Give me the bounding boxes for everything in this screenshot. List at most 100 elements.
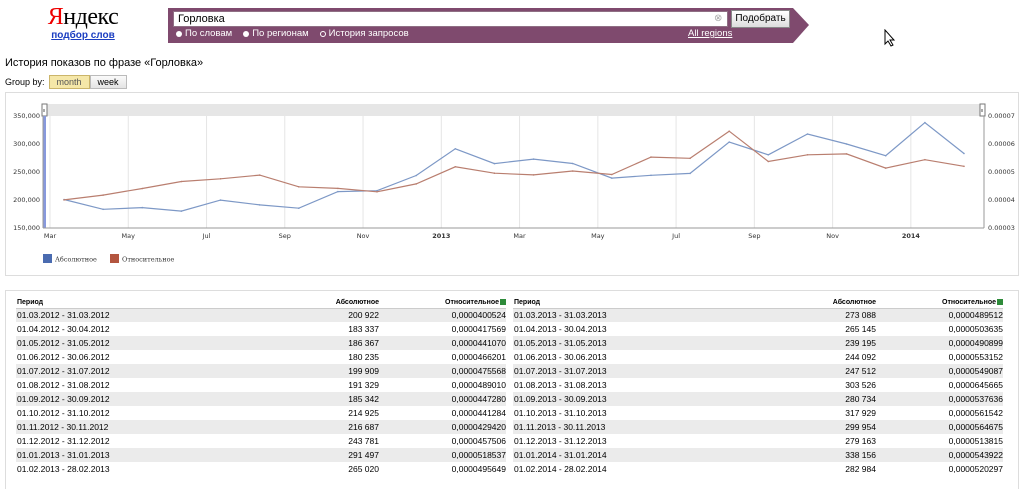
data-point xyxy=(963,152,965,155)
table-row: 01.10.2013 - 31.10.2013 317 929 0,00005615… xyxy=(513,406,1003,420)
cell-period: 01.06.2012 - 30.06.2012 xyxy=(17,352,110,362)
radio-dot-icon xyxy=(176,30,182,37)
data-point xyxy=(611,173,613,176)
col-absolute: Абсолютное xyxy=(261,297,379,309)
data-point xyxy=(219,199,222,201)
excel-export-icon[interactable] xyxy=(500,298,506,305)
group-week-button[interactable]: week xyxy=(89,75,127,89)
table-row: 01.06.2013 - 30.06.2013 244 092 0,00005531… xyxy=(513,350,1003,364)
col-relative-label: Относительное xyxy=(445,298,499,306)
excel-export-icon[interactable] xyxy=(997,298,1003,305)
yandex-logo[interactable]: Яндекс подбор слов xyxy=(38,4,128,41)
table-row: 01.02.2014 - 28.02.2014 282 984 0,00005202… xyxy=(513,462,1003,476)
cell-absolute: 265 145 xyxy=(845,324,876,334)
data-point xyxy=(337,190,339,193)
radio-label: По регионам xyxy=(252,28,309,39)
cell-absolute: 244 092 xyxy=(845,352,876,362)
x-tick-label: May xyxy=(591,232,605,240)
data-point xyxy=(180,180,183,183)
radio-by-words[interactable]: По словам xyxy=(176,28,232,39)
cell-period: 01.10.2012 - 31.10.2012 xyxy=(17,408,110,418)
data-point xyxy=(532,174,535,176)
radio-query-history[interactable]: История запросов xyxy=(319,28,409,39)
data-point xyxy=(845,153,848,155)
history-table-right: Период Абсолютное Относительное 01.03.20… xyxy=(513,297,1003,476)
cell-period: 01.12.2012 - 31.12.2012 xyxy=(17,436,110,446)
radio-by-regions[interactable]: По регионам xyxy=(243,28,309,39)
cell-period: 01.12.2013 - 31.12.2013 xyxy=(514,436,607,446)
group-month-button[interactable]: month xyxy=(48,75,90,89)
data-point xyxy=(258,174,261,176)
y-right-tick-label: 0.00004 xyxy=(988,196,1015,204)
logo-brand-first-letter: Я xyxy=(47,4,64,30)
cell-period: 01.11.2013 - 30.11.2013 xyxy=(513,420,758,434)
data-point xyxy=(493,172,496,174)
data-point xyxy=(493,162,496,165)
cell-absolute: 243 781 xyxy=(348,436,379,446)
cell-absolute: 216 687 xyxy=(261,420,379,434)
legend-swatch xyxy=(110,254,119,263)
cell-absolute: 280 734 xyxy=(758,392,876,406)
radio-label: По словам xyxy=(185,28,233,39)
table-row: 01.07.2012 - 31.07.2012 199 909 0,00004755… xyxy=(16,364,506,378)
cell-absolute: 185 342 xyxy=(261,392,379,406)
data-point xyxy=(415,183,418,185)
cell-period: 01.07.2013 - 31.07.2013 xyxy=(513,364,758,378)
x-tick-label: Nov xyxy=(357,232,370,240)
clear-icon[interactable]: ⊗ xyxy=(714,13,723,24)
search-button[interactable]: Подобрать xyxy=(731,10,790,28)
x-tick-label: Jul xyxy=(202,232,211,240)
cell-relative: 0,0000513815 xyxy=(948,436,1003,446)
table-row: 01.04.2013 - 30.04.2013 265 145 0,00005036… xyxy=(513,322,1003,336)
col-relative: Относительное xyxy=(379,297,506,309)
table-row: 01.02.2013 - 28.02.2013 265 020 0,00004956… xyxy=(16,462,506,476)
cell-absolute: 291 497 xyxy=(261,448,379,462)
radio-dot-selected-icon xyxy=(319,30,326,37)
legend-label: Относительное xyxy=(122,256,174,264)
data-point xyxy=(141,206,144,209)
table-row: 01.08.2012 - 31.08.2012 191 329 0,00004890… xyxy=(16,378,506,392)
cell-period: 01.10.2013 - 31.10.2013 xyxy=(514,408,607,418)
series-line-relative xyxy=(63,130,965,201)
cell-period: 01.02.2014 - 28.02.2014 xyxy=(514,464,607,474)
cell-relative: 0,0000400524 xyxy=(379,308,506,322)
cell-relative: 0,0000564675 xyxy=(876,420,1003,434)
search-input[interactable]: Горловка xyxy=(173,11,728,27)
radio-dot-icon xyxy=(243,30,250,37)
table-row: 01.05.2013 - 31.05.2013 239 195 0,00004908… xyxy=(513,336,1003,350)
data-point xyxy=(571,162,574,165)
col-period: Период xyxy=(16,297,261,309)
cell-period: 01.03.2013 - 31.03.2013 xyxy=(513,308,758,322)
table-row: 01.04.2012 - 30.04.2012 183 337 0,00004175… xyxy=(16,322,506,336)
legend-swatch xyxy=(43,254,52,263)
data-point xyxy=(767,154,770,156)
cell-relative: 0,0000495649 xyxy=(451,464,506,474)
mouse-cursor-icon xyxy=(884,29,896,47)
cell-period: 01.11.2012 - 30.11.2012 xyxy=(16,420,261,434)
cell-absolute: 180 235 xyxy=(348,352,379,362)
cell-period: 01.05.2013 - 31.05.2013 xyxy=(513,336,758,350)
wordstat-link[interactable]: подбор слов xyxy=(51,30,115,41)
col-period: Период xyxy=(513,297,758,309)
cell-period: 01.03.2012 - 31.03.2012 xyxy=(16,308,261,322)
x-tick-label: Mar xyxy=(44,232,57,240)
cell-period: 01.04.2012 - 30.04.2012 xyxy=(17,324,110,334)
data-point xyxy=(337,187,339,190)
data-point xyxy=(258,204,261,206)
data-point xyxy=(963,165,965,168)
data-point xyxy=(806,133,809,135)
cell-relative: 0,0000441070 xyxy=(379,336,506,350)
cell-relative: 0,0000475568 xyxy=(379,364,506,378)
cell-relative: 0,0000417569 xyxy=(451,324,506,334)
cell-relative: 0,0000549087 xyxy=(876,364,1003,378)
cell-absolute: 338 156 xyxy=(758,448,876,462)
cell-relative: 0,0000466201 xyxy=(451,352,506,362)
col-absolute: Абсолютное xyxy=(758,297,876,309)
data-point xyxy=(454,166,457,168)
cell-period: 01.09.2013 - 30.09.2013 xyxy=(513,392,758,406)
cell-relative: 0,0000553152 xyxy=(948,352,1003,362)
cell-absolute: 186 367 xyxy=(261,336,379,350)
data-point xyxy=(63,199,65,201)
all-regions-link[interactable]: All regions xyxy=(688,28,733,39)
data-point xyxy=(767,160,770,163)
